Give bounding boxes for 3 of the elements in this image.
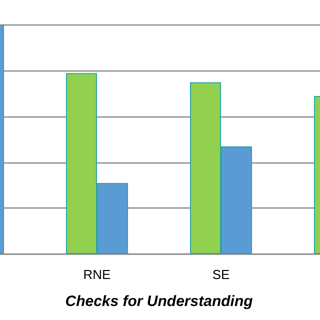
x-tick-label: SE [212, 267, 230, 282]
x-tick-label: RNE [83, 267, 112, 282]
x-axis-title: Checks for Understanding [65, 293, 253, 310]
